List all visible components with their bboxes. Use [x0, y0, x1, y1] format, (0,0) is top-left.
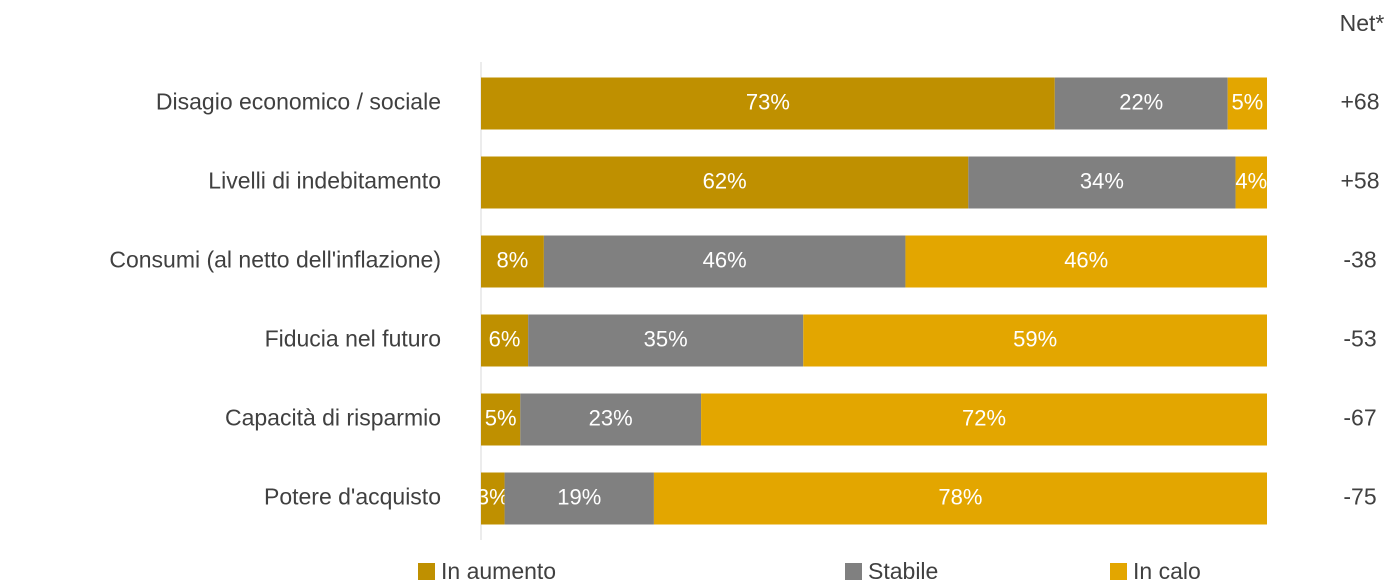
- bar-segment: [1227, 77, 1267, 130]
- bar-segment: [481, 77, 1055, 130]
- bar-segment: [653, 472, 1267, 525]
- value-label: 3%: [477, 484, 509, 509]
- bar-segment: [520, 393, 702, 446]
- net-value: -75: [1343, 484, 1376, 510]
- value-label: 73%: [746, 89, 790, 114]
- bar-segment: [1235, 156, 1267, 209]
- category-label: Capacità di risparmio: [225, 405, 441, 431]
- net-value: -38: [1343, 247, 1376, 273]
- value-label: 23%: [589, 405, 633, 430]
- legend-swatch: [418, 563, 435, 580]
- bar-segment: [481, 393, 521, 446]
- bar-segment: [701, 393, 1267, 446]
- category-label: Livelli di indebitamento: [208, 168, 441, 194]
- legend-label: In aumento: [441, 558, 556, 584]
- value-label: 35%: [644, 326, 688, 351]
- bar-segment: [968, 156, 1236, 209]
- net-value: -53: [1343, 326, 1376, 352]
- bar-segment: [528, 314, 804, 367]
- value-label: 46%: [1064, 247, 1108, 272]
- value-label: 8%: [497, 247, 529, 272]
- legend-label: In calo: [1133, 558, 1201, 584]
- value-label: 62%: [703, 168, 747, 193]
- value-label: 78%: [938, 484, 982, 509]
- net-value: +68: [1340, 89, 1379, 115]
- bar-segment: [905, 235, 1267, 288]
- bar-segment: [481, 314, 529, 367]
- value-label: 59%: [1013, 326, 1057, 351]
- bar-segment: [481, 472, 505, 525]
- value-label: 5%: [1231, 89, 1263, 114]
- legend-swatch: [845, 563, 862, 580]
- category-label: Potere d'acquisto: [264, 484, 441, 510]
- bar-segment: [481, 235, 544, 288]
- net-value: +58: [1340, 168, 1379, 194]
- bar-segment: [1054, 77, 1228, 130]
- value-label: 34%: [1080, 168, 1124, 193]
- value-label: 72%: [962, 405, 1006, 430]
- net-value: -67: [1343, 405, 1376, 431]
- value-label: 5%: [485, 405, 517, 430]
- value-label: 6%: [489, 326, 521, 351]
- net-title: Net*: [1340, 10, 1385, 36]
- category-label: Consumi (al netto dell'inflazione): [109, 247, 441, 273]
- value-label: 19%: [557, 484, 601, 509]
- category-label: Disagio economico / sociale: [156, 89, 441, 115]
- value-label: 4%: [1235, 168, 1267, 193]
- bar-segment: [803, 314, 1267, 367]
- legend-label: Stabile: [868, 558, 938, 584]
- bar-segment: [543, 235, 906, 288]
- category-label: Fiducia nel futuro: [265, 326, 441, 352]
- bar-segment: [504, 472, 654, 525]
- bar-segment: [481, 156, 969, 209]
- value-label: 22%: [1119, 89, 1163, 114]
- legend-swatch: [1110, 563, 1127, 580]
- value-label: 46%: [703, 247, 747, 272]
